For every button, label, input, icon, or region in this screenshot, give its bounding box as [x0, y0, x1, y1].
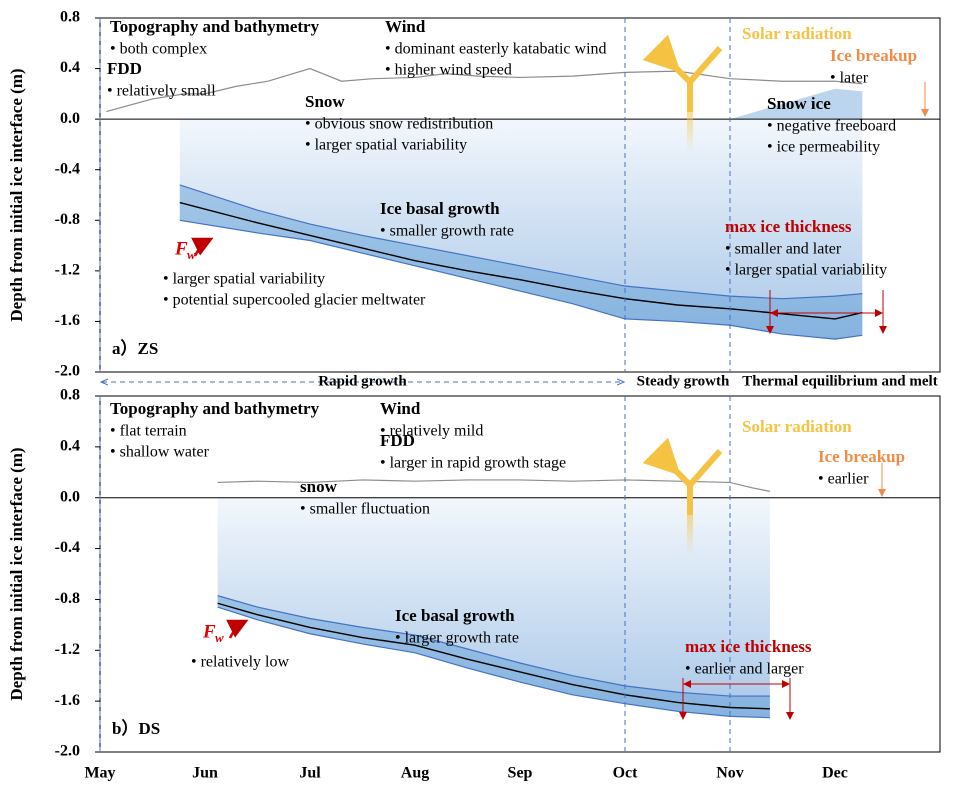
annotation-title: max ice thickness	[685, 637, 812, 656]
panel-label: b）DS	[112, 718, 160, 738]
annotation-title: Ice breakup	[830, 46, 917, 65]
plot-frame	[99, 17, 941, 373]
y-tick-label: -1.6	[55, 312, 80, 329]
annotation-title: Ice breakup	[818, 447, 905, 466]
annotation-item: • later	[830, 70, 869, 87]
fw-symbol: F	[202, 621, 216, 642]
stage-label: Rapid growth	[318, 373, 407, 389]
annotation-item: • larger spatial variability	[305, 137, 467, 154]
y-tick-label: -1.6	[55, 692, 80, 709]
annotation-item: • ice permeability	[767, 139, 880, 156]
annotation-item: • larger spatial variability	[163, 271, 325, 288]
annotation-item: • earlier and larger	[685, 661, 804, 678]
annotation-item: • relatively mild	[380, 423, 483, 440]
snow-surface	[217, 479, 771, 492]
annotation-title: Snow	[305, 92, 345, 111]
fw-arrow	[191, 237, 214, 257]
x-tick-label: May	[84, 765, 115, 782]
annotation-title: Wind	[385, 17, 426, 36]
annotation-title: Snow ice	[767, 94, 831, 113]
annotation-item: • potential supercooled glacier meltwate…	[163, 292, 426, 309]
annotation-item: • higher wind speed	[385, 62, 512, 79]
x-tick-label: Nov	[716, 765, 744, 782]
y-tick-label: 0.4	[60, 59, 80, 76]
annotation-title: max ice thickness	[725, 217, 852, 236]
y-tick-label: 0.0	[60, 488, 80, 505]
annotation-item: • flat terrain	[110, 423, 187, 440]
fw-subscript: w	[215, 630, 224, 645]
annotation-title: Ice basal growth	[395, 606, 515, 625]
annotation-title: FDD	[107, 59, 142, 78]
annotation-item: • obvious snow redistribution	[305, 116, 493, 133]
annotation-item: • larger growth rate	[395, 630, 519, 647]
annotation-item: • smaller growth rate	[380, 223, 514, 240]
x-tick-label: Aug	[401, 765, 429, 782]
x-tick-label: Oct	[613, 765, 639, 782]
stage-label: Steady growth	[637, 373, 730, 389]
y-tick-label: -0.8	[55, 211, 80, 228]
y-tick-label: 0.8	[60, 9, 80, 26]
annotation-title: Solar radiation	[742, 417, 852, 436]
y-axis-title: Depth from initial ice interface (m)	[7, 447, 26, 700]
annotation-title: Ice basal growth	[380, 199, 500, 218]
annotation-title: FDD	[380, 431, 415, 450]
y-tick-label: -1.2	[55, 641, 80, 658]
ice-line	[217, 602, 770, 710]
snow-surface	[106, 67, 863, 113]
annotation-item: • dominant easterly katabatic wind	[385, 41, 607, 58]
annotation-title: snow	[300, 477, 338, 496]
snow-ice	[730, 88, 863, 120]
x-tick-label: Sep	[508, 765, 533, 782]
y-tick-label: -0.8	[55, 590, 80, 607]
plot-frame	[99, 395, 941, 753]
annotation-item: • smaller fluctuation	[300, 501, 430, 518]
fw-arrow	[226, 619, 249, 639]
annotation-item: • relatively low	[191, 654, 289, 671]
annotation-title: Topography and bathymetry	[110, 17, 320, 36]
basal-band	[179, 184, 863, 340]
annotation-item: • shallow water	[110, 444, 210, 461]
y-tick-label: -2.0	[55, 363, 80, 380]
x-tick-label: Jun	[192, 765, 218, 782]
y-tick-label: -0.4	[55, 160, 80, 177]
annotation-item: • larger spatial variability	[725, 262, 887, 279]
sun-icon	[642, 34, 723, 87]
annotation-title: Solar radiation	[742, 24, 852, 43]
y-tick-label: -0.4	[55, 539, 80, 556]
annotation-item: • negative freeboard	[767, 118, 896, 135]
sun-icon	[642, 437, 723, 490]
annotation-title: Wind	[380, 399, 421, 418]
ice-line	[179, 184, 863, 300]
annotation-item: • relatively small	[107, 83, 216, 100]
sun-beam	[687, 82, 693, 152]
y-axis-title: Depth from initial ice interface (m)	[7, 68, 26, 321]
y-tick-label: 0.4	[60, 438, 80, 455]
y-tick-label: -2.0	[55, 743, 80, 760]
x-tick-label: Dec	[822, 765, 848, 782]
x-tick-label: Jul	[299, 765, 321, 782]
ice-line	[217, 595, 770, 697]
annotation-item: • smaller and later	[725, 241, 842, 258]
annotation-item: • earlier	[818, 471, 869, 488]
fw-symbol: F	[174, 238, 188, 259]
ice-fill	[179, 119, 863, 340]
ice-fill	[217, 497, 770, 718]
fw-subscript: w	[187, 247, 196, 262]
sun-beam	[687, 485, 693, 555]
annotation-title: Topography and bathymetry	[110, 399, 320, 418]
annotation-item: • both complex	[110, 41, 207, 58]
panel-label: a）ZS	[112, 338, 158, 358]
y-tick-label: 0.0	[60, 110, 80, 127]
y-tick-label: -1.2	[55, 262, 80, 279]
y-tick-label: 0.8	[60, 387, 80, 404]
stage-label: Thermal equilibrium and melt	[742, 373, 937, 389]
annotation-item: • larger in rapid growth stage	[380, 455, 566, 472]
